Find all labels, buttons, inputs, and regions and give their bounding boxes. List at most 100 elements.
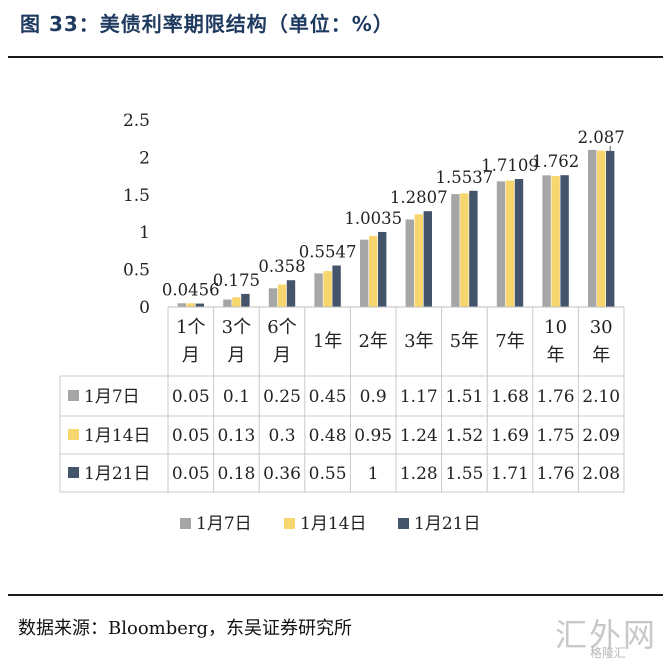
table-cell: 0.05	[172, 426, 210, 446]
bar	[177, 303, 186, 307]
category-label: 3年	[404, 331, 433, 352]
bar	[323, 271, 332, 307]
table-cell: 0.25	[263, 387, 301, 407]
data-label: 0.0456	[162, 281, 220, 300]
category-label: 30	[590, 317, 613, 338]
category-label: 10	[544, 317, 567, 338]
category-label: 1年	[313, 331, 342, 352]
y-tick-label: 1	[139, 223, 150, 243]
table-cell: 0.9	[360, 387, 387, 407]
table-cell: 0.55	[309, 464, 347, 484]
bar	[268, 288, 278, 307]
data-label: 1.0035	[344, 209, 402, 228]
table-cell: 1	[368, 464, 379, 484]
bar	[369, 235, 378, 307]
top-rule	[8, 56, 663, 58]
category-label: 年	[592, 345, 610, 366]
category-label: 月	[182, 345, 200, 366]
bar	[286, 280, 296, 307]
category-label: 3个	[222, 317, 251, 338]
legend-key	[284, 518, 295, 529]
legend-key	[398, 518, 409, 529]
bar	[241, 293, 250, 307]
bar-chart: 00.511.522.5 0.04560.1750.3580.55471.003…	[59, 111, 625, 534]
table-cell: 0.3	[268, 426, 295, 446]
bar	[223, 299, 232, 307]
table-cell: 0.48	[309, 426, 347, 446]
table-cell: 1.17	[400, 387, 438, 407]
table-cell: 0.05	[172, 387, 210, 407]
bar	[332, 265, 341, 307]
table-cell: 1.69	[491, 426, 529, 446]
y-axis: 0 0.5 1 1.5 2 2.5	[123, 111, 150, 318]
bar	[588, 149, 597, 307]
table-cell: 2.08	[582, 464, 620, 484]
y-tick-label: 0	[139, 298, 150, 318]
table-cell: 0.36	[263, 464, 301, 484]
table-row-label: 1月21日	[84, 464, 150, 484]
table-legend-key	[68, 390, 79, 401]
bar	[378, 231, 387, 307]
bar	[560, 175, 569, 307]
bar	[514, 179, 524, 307]
table-cell: 1.76	[537, 464, 575, 484]
table-cell: 2.09	[582, 426, 620, 446]
table-cell: 1.28	[400, 464, 438, 484]
table-cell: 0.95	[354, 426, 392, 446]
bar	[277, 284, 287, 307]
watermark-small: 格隆汇	[590, 646, 627, 660]
table-cell: 0.1	[223, 387, 250, 407]
bar	[606, 150, 615, 307]
legend-key	[180, 518, 191, 529]
y-tick-label: 2	[139, 148, 150, 168]
table-row-label: 1月14日	[84, 426, 150, 446]
table-cell: 0.13	[217, 426, 255, 446]
bar-series	[177, 149, 615, 307]
bar	[469, 190, 478, 307]
legend-label: 1月7日	[196, 514, 252, 534]
bar	[542, 175, 551, 307]
category-label: 1个	[176, 317, 205, 338]
y-tick-label: 1.5	[123, 186, 150, 206]
bar	[232, 297, 241, 307]
category-label: 5年	[450, 331, 479, 352]
bar	[597, 150, 606, 307]
data-label: 1.5537	[436, 168, 494, 187]
legend: 1月7日 1月14日 1月21日	[180, 514, 480, 534]
bar	[423, 211, 432, 307]
y-tick-label: 0.5	[123, 261, 150, 281]
category-label: 7年	[495, 331, 524, 352]
bar	[186, 303, 195, 307]
data-label: 1.7109	[481, 156, 539, 175]
table-legend-key	[68, 429, 79, 440]
watermark: 汇外网	[555, 616, 658, 654]
table-cell: 1.76	[537, 387, 575, 407]
data-label: 1.762	[532, 152, 579, 171]
category-label: 月	[273, 345, 291, 366]
data-table: 1个月 3个月 6个月 1年 2年 3年 5年 7年 10 年 30 年 1月7日 0.05 0.1 0.25…	[59, 306, 625, 493]
bar	[414, 214, 423, 307]
category-label: 2年	[358, 331, 387, 352]
bar	[314, 273, 323, 307]
table-cell: 1.51	[445, 387, 483, 407]
table-cell: 1.55	[445, 464, 483, 484]
bar	[451, 194, 460, 307]
bar	[505, 180, 515, 307]
category-label: 年	[547, 345, 565, 366]
table-cell: 1.24	[400, 426, 438, 446]
bar	[405, 219, 414, 307]
bar	[360, 239, 369, 307]
bar	[496, 181, 506, 307]
chart-title: 图 33：美债利率期限结构（单位：%）	[20, 12, 394, 36]
table-row-label: 1月7日	[84, 387, 140, 407]
bar	[551, 176, 560, 307]
data-label: 0.5547	[299, 243, 357, 262]
table-legend-key	[68, 467, 79, 478]
table-cell: 1.71	[491, 464, 529, 484]
table-cell: 2.10	[582, 387, 620, 407]
data-label: 2.087	[578, 128, 625, 147]
table-cell: 1.52	[445, 426, 483, 446]
data-label: 1.2807	[390, 188, 448, 207]
category-label: 月	[227, 345, 245, 366]
